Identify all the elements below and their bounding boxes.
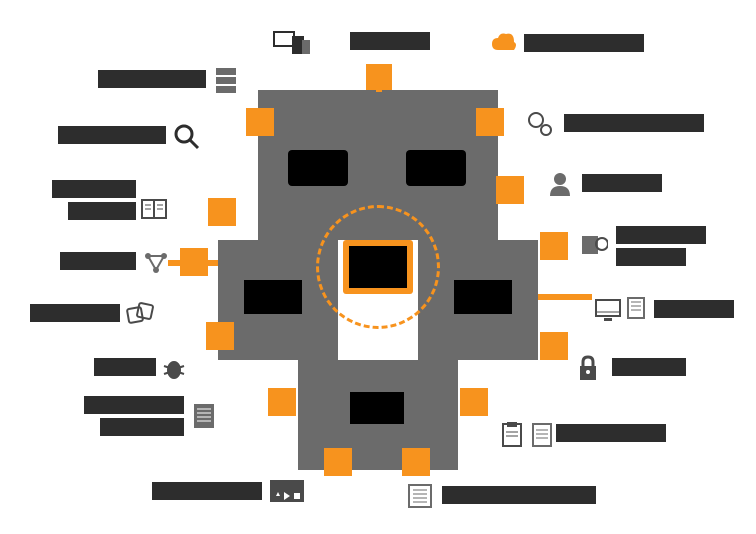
display2-icon xyxy=(626,296,646,320)
label-devices xyxy=(350,32,430,50)
node-top-right xyxy=(406,150,466,186)
label-chat-1 xyxy=(616,226,706,244)
label-lock xyxy=(612,358,686,376)
display-icon xyxy=(594,296,622,324)
player-icon xyxy=(270,480,304,502)
obox-tl-1 xyxy=(246,108,274,136)
obox-tr-1 xyxy=(476,108,504,136)
clipboard-icon xyxy=(498,420,526,448)
label-player xyxy=(152,482,262,500)
label-connect xyxy=(60,252,136,270)
chat-icon xyxy=(580,232,608,260)
label-list xyxy=(442,486,596,504)
dice-icon xyxy=(126,300,154,328)
label-doc-1 xyxy=(84,396,184,414)
label-book-1 xyxy=(52,180,136,198)
connect-icon xyxy=(142,248,170,276)
list-icon xyxy=(406,482,434,510)
node-top-left xyxy=(288,150,348,186)
center-node xyxy=(349,246,407,288)
gears-icon xyxy=(526,110,554,138)
obox-mr-1 xyxy=(540,232,568,260)
label-chat-2 xyxy=(616,248,686,266)
obox-ml-1 xyxy=(180,248,208,276)
obox-top xyxy=(366,64,392,90)
search-icon xyxy=(172,122,200,150)
book-icon xyxy=(140,196,168,224)
obox-ml-2 xyxy=(206,322,234,350)
cloud-icon xyxy=(490,30,518,58)
label-book-2 xyxy=(68,202,136,220)
label-doc-2 xyxy=(100,418,184,436)
obox-mr-2 xyxy=(540,332,568,360)
label-search xyxy=(58,126,166,144)
label-server xyxy=(98,70,206,88)
obox-tl-2 xyxy=(208,198,236,226)
conn-mr xyxy=(538,294,592,300)
diagram-stage xyxy=(0,0,756,534)
server-icon xyxy=(212,66,240,94)
obox-b-1 xyxy=(268,388,296,416)
label-clipboard xyxy=(556,424,666,442)
label-user xyxy=(582,174,662,192)
obox-b-2 xyxy=(324,448,352,476)
user-icon xyxy=(546,170,574,198)
node-bottom xyxy=(350,392,404,424)
node-mid-right xyxy=(454,280,512,314)
obox-b-4 xyxy=(460,388,488,416)
obox-tr-2 xyxy=(496,176,524,204)
label-dice xyxy=(30,304,120,322)
bug-icon xyxy=(160,354,188,382)
label-gears xyxy=(564,114,704,132)
label-cloud xyxy=(524,34,644,52)
doc-icon xyxy=(190,402,218,430)
label-bug xyxy=(94,358,156,376)
lock-icon xyxy=(574,354,602,382)
node-mid-left xyxy=(244,280,302,314)
obox-b-3 xyxy=(402,448,430,476)
clipboard2-icon xyxy=(528,420,556,448)
label-display xyxy=(654,300,734,318)
devices-icon xyxy=(272,28,312,56)
